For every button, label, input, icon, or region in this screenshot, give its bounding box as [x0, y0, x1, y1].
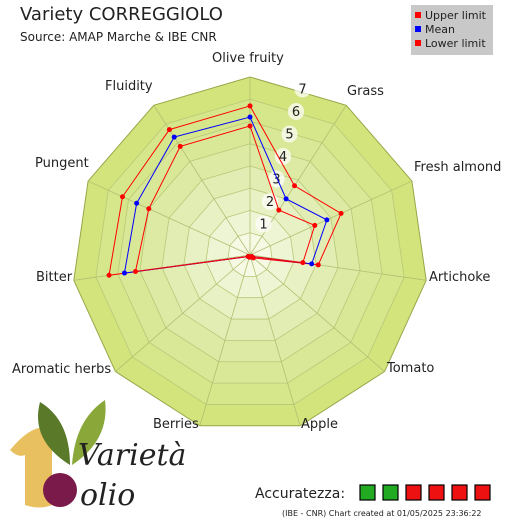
accuracy-label: Accuratezza:	[255, 486, 345, 502]
data-point	[247, 103, 253, 109]
data-point	[177, 143, 183, 149]
axis-label: Fresh almond	[414, 160, 501, 175]
data-point	[312, 222, 318, 228]
data-point	[292, 183, 298, 189]
r-tick-label: 7	[298, 83, 306, 98]
logo-text: olio	[80, 478, 135, 513]
tick-label-bg	[275, 148, 291, 165]
data-point	[247, 114, 253, 120]
data-point	[121, 270, 127, 276]
legend-swatch	[415, 26, 421, 32]
logo-olive	[43, 473, 77, 507]
r-tick-label: 5	[285, 128, 293, 143]
legend-swatch	[415, 12, 421, 18]
tick-label-bg	[268, 170, 285, 188]
tick-label-bg	[288, 103, 304, 120]
legend-label: Mean	[425, 23, 455, 36]
data-point	[283, 196, 289, 202]
axis-label: Aromatic herbs	[12, 362, 111, 377]
axis-label: Fluidity	[105, 79, 153, 94]
accuracy-box	[359, 484, 376, 501]
accuracy-box	[382, 484, 399, 501]
axis-line	[249, 254, 385, 372]
accuracy-box	[405, 484, 422, 501]
logo-one	[10, 427, 52, 508]
data-point	[276, 207, 282, 213]
r-tick-label: 3	[272, 173, 280, 188]
data-point	[338, 210, 344, 216]
footer: (IBE - CNR) Chart created at 01/05/2025 …	[282, 509, 482, 518]
logo-text: Varietà	[78, 438, 186, 473]
r-tick-label: 6	[292, 105, 300, 120]
tick-label-bg	[281, 125, 298, 143]
r-tick-label: 1	[259, 218, 267, 233]
data-point	[171, 134, 177, 140]
legend-label: Upper limit	[425, 9, 487, 22]
data-point	[315, 262, 321, 268]
accuracy-box	[474, 484, 491, 501]
data-point	[309, 261, 315, 267]
data-point	[146, 206, 152, 212]
axis-label: Berries	[153, 417, 199, 432]
data-point	[300, 260, 306, 266]
axis-label: Tomato	[386, 361, 434, 376]
accuracy-box	[451, 484, 468, 501]
r-tick-label: 4	[279, 150, 287, 165]
data-point	[247, 123, 253, 129]
axis-label: Artichoke	[429, 270, 490, 285]
data-point	[324, 217, 330, 223]
axis-line	[115, 254, 251, 372]
axis-label: Pungent	[35, 156, 89, 171]
data-point	[106, 272, 112, 278]
axis-line	[249, 254, 301, 426]
axis-label: Grass	[347, 84, 384, 99]
legend-label: Lower limit	[425, 37, 486, 50]
legend-swatch	[415, 40, 421, 46]
tick-label-bg	[255, 215, 272, 233]
chart-subtitle: Source: AMAP Marche & IBE CNR	[20, 30, 217, 44]
legend	[411, 5, 493, 55]
logo-leaf	[38, 402, 70, 465]
axis-line	[249, 180, 413, 256]
data-point	[166, 127, 172, 133]
axis-line	[87, 180, 251, 256]
axis-label: Olive fruity	[212, 51, 284, 66]
data-point	[134, 200, 140, 206]
data-point	[245, 253, 251, 259]
chart-title: Variety CORREGGIOLO	[20, 4, 223, 25]
axis-label: Apple	[301, 417, 338, 432]
axis-label: Bitter	[36, 270, 73, 285]
data-point	[132, 268, 138, 274]
accuracy-box	[428, 484, 445, 501]
axis-line	[199, 254, 251, 426]
tick-label-bg	[294, 80, 311, 98]
data-point	[119, 194, 125, 200]
logo-leaf	[72, 400, 106, 465]
axis-line	[249, 254, 427, 281]
r-tick-label: 2	[266, 195, 274, 210]
logo: Varietà olio	[10, 400, 186, 513]
